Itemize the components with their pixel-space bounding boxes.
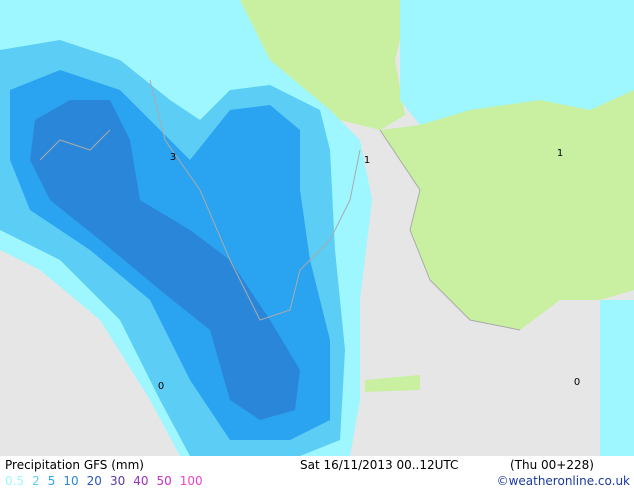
- legend-value: 0.5: [5, 474, 24, 488]
- legend-value: 40: [133, 474, 148, 488]
- forecast-step: (Thu 00+228): [510, 458, 594, 472]
- precip-0.5-se: [600, 300, 634, 456]
- legend-value: 50: [157, 474, 172, 488]
- map-label: 1: [364, 155, 370, 166]
- land-turkey: [380, 90, 634, 330]
- map-label: 0: [574, 377, 580, 388]
- map-label: 3: [170, 152, 176, 163]
- legend-value: 10: [63, 474, 78, 488]
- map-label: 0: [158, 381, 164, 392]
- land-crete: [365, 375, 420, 392]
- title: Precipitation GFS (mm): [5, 458, 144, 472]
- map-label: 1: [557, 148, 563, 159]
- legend-value: 2: [32, 474, 40, 488]
- legend-value: 100: [180, 474, 203, 488]
- land-north: [230, 0, 410, 130]
- precip-10: [30, 100, 300, 420]
- coastlines: [39, 79, 521, 331]
- legend-value: 5: [48, 474, 56, 488]
- legend-value: 30: [110, 474, 125, 488]
- legend-value: 20: [87, 474, 102, 488]
- footer: [0, 456, 634, 490]
- valid-time: Sat 16/11/2013 00..12UTC: [300, 458, 458, 472]
- credit: ©weatheronline.co.uk: [497, 474, 630, 488]
- precip-0.5-east: [400, 0, 634, 125]
